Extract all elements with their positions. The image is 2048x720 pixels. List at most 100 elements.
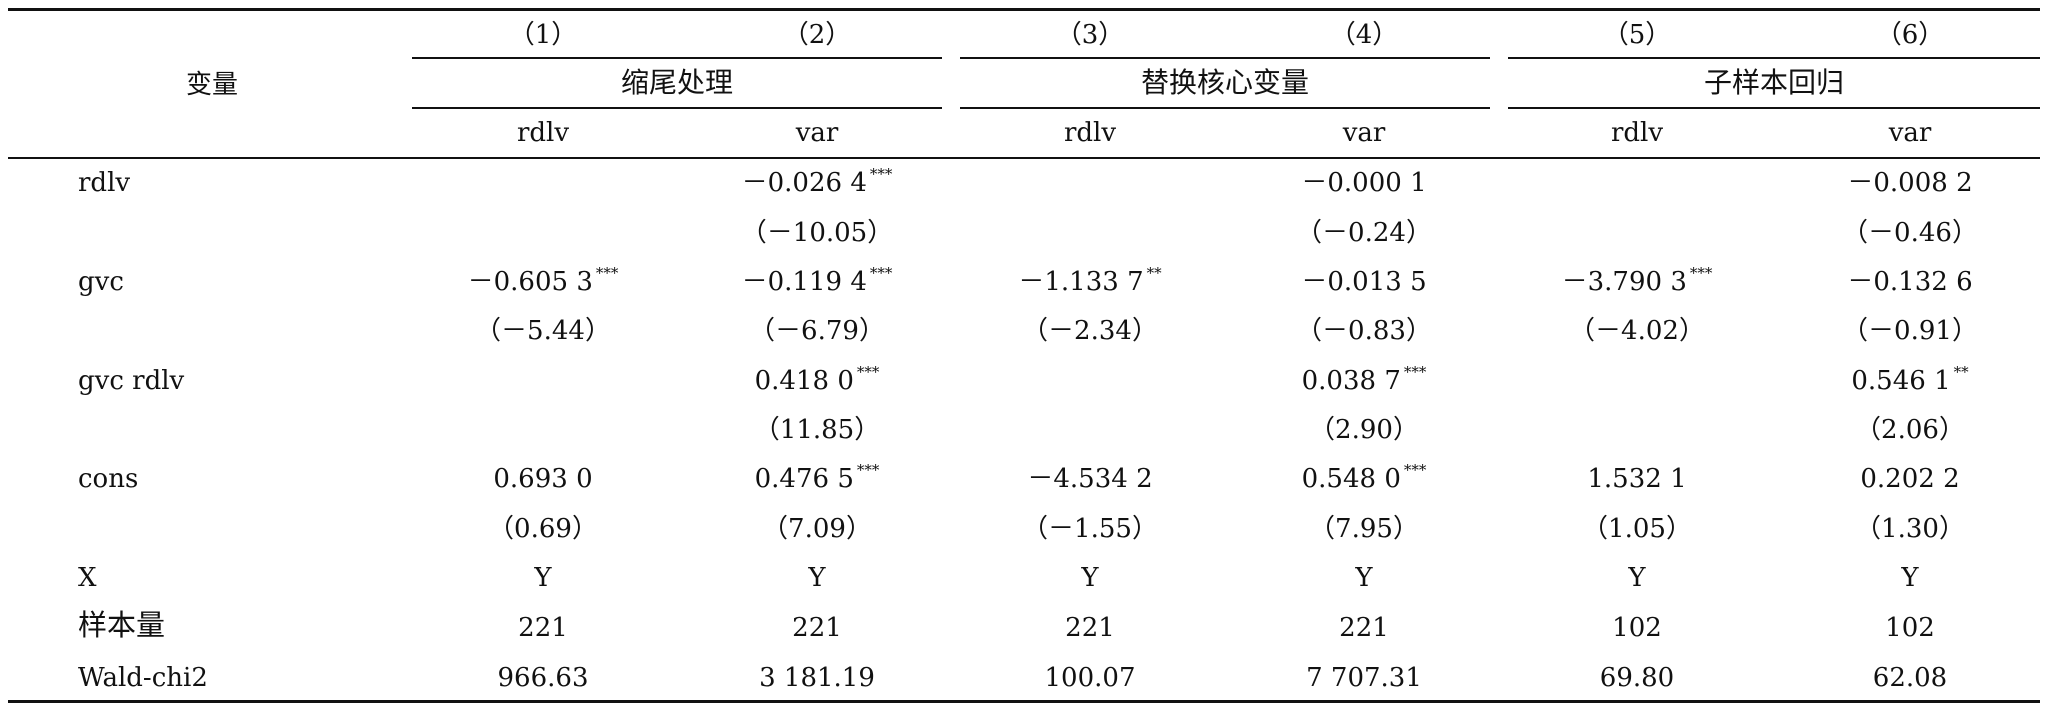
table-cell: 221 xyxy=(1065,613,1115,643)
table-cell: Y xyxy=(1901,563,1918,593)
col-var-4: var xyxy=(1342,118,1386,148)
significance-stars: *** xyxy=(869,165,893,183)
cell-value: 102 xyxy=(1885,613,1935,643)
row-label: cons xyxy=(78,464,139,494)
table-cell: 0.038 7 *** xyxy=(1301,363,1427,399)
cell-value: Y xyxy=(1081,563,1099,593)
table-cell: Y xyxy=(1081,563,1098,593)
table-cell: 0.202 2 xyxy=(1860,464,1959,494)
table-cell: －1.133 7 ** xyxy=(1018,264,1162,300)
table-cell: 102 xyxy=(1885,613,1935,643)
cell-value: －4.534 2 xyxy=(1027,464,1153,494)
cell-value: 3 181.19 xyxy=(759,663,875,693)
table-cell: 0.418 0 *** xyxy=(755,363,880,399)
table-cell: －0.013 5 xyxy=(1301,267,1426,297)
table-cell: 100.07 xyxy=(1045,663,1136,693)
cell-value: 0.202 2 xyxy=(1860,464,1960,494)
table-cell: （－1.55） xyxy=(1022,514,1158,544)
table-cell: （7.09） xyxy=(762,514,872,544)
table-cell: －0.132 6 xyxy=(1847,267,1972,297)
cell-value: －0.000 1 xyxy=(1301,168,1427,198)
table-cell: Y xyxy=(1628,563,1645,593)
cell-value: （1.05） xyxy=(1582,514,1692,544)
cell-value: 100.07 xyxy=(1044,663,1136,693)
cell-value: 221 xyxy=(518,613,568,643)
table-cell: （－2.34） xyxy=(1022,316,1158,346)
col-var-6: var xyxy=(1888,118,1932,148)
cell-value: －0.605 3 xyxy=(467,267,593,297)
cell-value: （－0.83） xyxy=(1296,316,1432,346)
cell-value: 62.08 xyxy=(1872,663,1948,693)
row-label: rdlv xyxy=(78,168,131,198)
significance-stars: ** xyxy=(1146,264,1162,282)
cell-value: （－1.55） xyxy=(1022,514,1158,544)
group-rule-3 xyxy=(1508,57,2040,59)
cell-value: Y xyxy=(1628,563,1646,593)
cell-value: 0.546 1 xyxy=(1851,366,1951,396)
cell-value: 221 xyxy=(792,613,842,643)
table-cell: Y xyxy=(534,563,551,593)
cell-value: （－0.46） xyxy=(1842,218,1978,248)
cell-value: 0.693 0 xyxy=(493,464,593,494)
cell-value: －0.119 4 xyxy=(741,267,867,297)
cell-value: （11.85） xyxy=(753,415,881,445)
variable-header: 变量 xyxy=(185,70,239,100)
cell-value: －0.008 2 xyxy=(1847,168,1973,198)
significance-stars: *** xyxy=(856,461,880,479)
table-cell: （1.30） xyxy=(1855,514,1965,544)
significance-stars: *** xyxy=(869,264,893,282)
table-cell: （－5.44） xyxy=(475,316,611,346)
table-cell: 221 xyxy=(792,613,842,643)
table-cell: （－0.24） xyxy=(1296,218,1432,248)
table-cell: （－0.46） xyxy=(1842,218,1978,248)
row-label: X xyxy=(78,563,97,593)
cell-value: （0.69） xyxy=(488,514,598,544)
row-label: 样本量 xyxy=(78,608,166,642)
table-cell: （－10.05） xyxy=(741,218,893,248)
table-cell: （－6.79） xyxy=(749,316,885,346)
table-cell: 966.63 xyxy=(498,663,589,693)
header-bottom-rule xyxy=(8,157,2040,159)
group-label-winsorize: 缩尾处理 xyxy=(620,66,734,99)
table-cell: 1.532 1 xyxy=(1587,464,1686,494)
significance-stars: ** xyxy=(1953,363,1969,381)
cell-value: （－10.05） xyxy=(740,218,894,248)
cell-value: （7.09） xyxy=(762,514,872,544)
col-number-3: （3） xyxy=(1055,20,1125,50)
table-cell: 0.693 0 xyxy=(493,464,592,494)
table-cell: （2.90） xyxy=(1309,415,1419,445)
cell-value: －0.132 6 xyxy=(1847,267,1973,297)
table-cell: －0.605 3 *** xyxy=(467,264,619,300)
cell-value: 102 xyxy=(1612,613,1662,643)
significance-stars: *** xyxy=(1403,363,1427,381)
cell-value: 7 707.31 xyxy=(1306,663,1422,693)
significance-stars: *** xyxy=(595,264,619,282)
table-cell: 0.546 1 ** xyxy=(1851,363,1969,399)
table-cell: Y xyxy=(1355,563,1372,593)
table-cell: （－0.83） xyxy=(1296,316,1432,346)
col-number-4: （4） xyxy=(1329,20,1399,50)
table-cell: 69.80 xyxy=(1600,663,1674,693)
row-label: gvc xyxy=(78,267,124,297)
cell-value: （－0.91） xyxy=(1842,316,1978,346)
cell-value: （－2.34） xyxy=(1022,316,1158,346)
cell-value: －0.013 5 xyxy=(1301,267,1427,297)
group-rule-2 xyxy=(960,57,1490,59)
cell-value: （1.30） xyxy=(1855,514,1965,544)
table-cell: （1.05） xyxy=(1582,514,1692,544)
significance-stars: *** xyxy=(1689,264,1713,282)
cell-value: 69.80 xyxy=(1599,663,1675,693)
significance-stars: *** xyxy=(1403,461,1427,479)
subgroup-rule-3 xyxy=(1508,107,2040,109)
cell-value: Y xyxy=(1901,563,1919,593)
group-rule-1 xyxy=(412,57,942,59)
col-var-2: var xyxy=(795,118,839,148)
table-cell: 62.08 xyxy=(1873,663,1947,693)
cell-value: 0.476 5 xyxy=(754,464,854,494)
cell-value: 0.038 7 xyxy=(1301,366,1401,396)
table-cell: （7.95） xyxy=(1309,514,1419,544)
table-cell: －0.026 4 *** xyxy=(742,165,893,201)
cell-value: Y xyxy=(1355,563,1373,593)
table-cell: （－0.91） xyxy=(1842,316,1978,346)
cell-value: （－5.44） xyxy=(475,316,611,346)
